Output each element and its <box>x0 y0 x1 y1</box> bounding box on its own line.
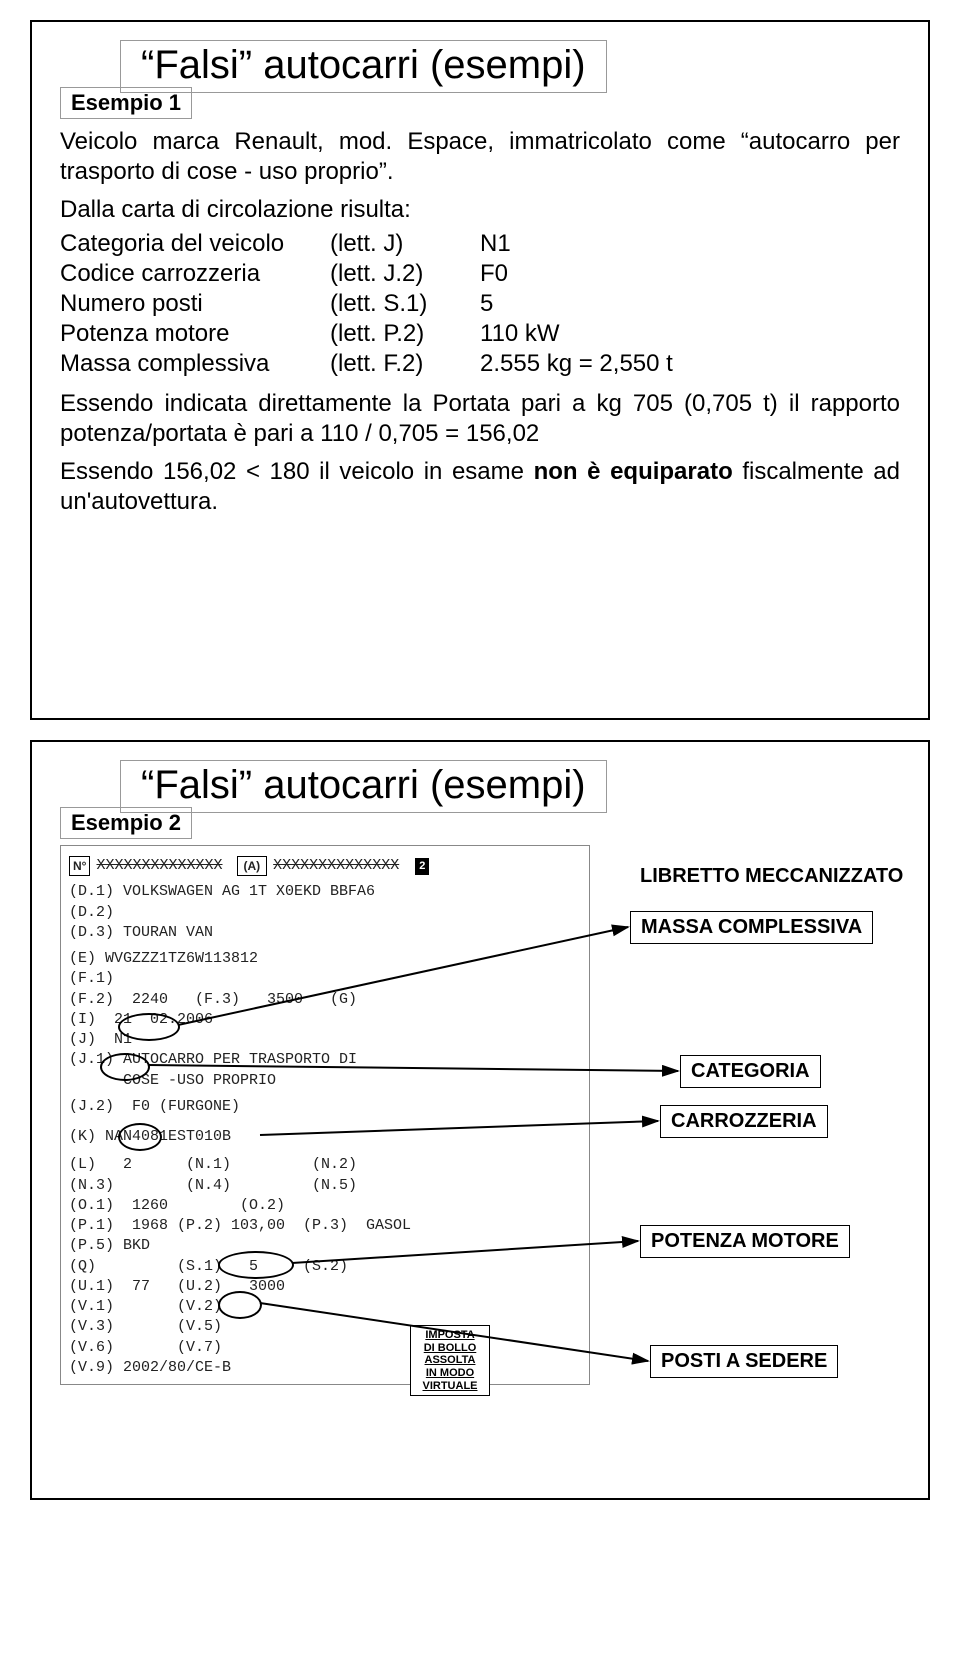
spec-label: Codice carrozzeria <box>60 259 330 289</box>
slide1-intro: Veicolo marca Renault, mod. Espace, imma… <box>60 127 900 187</box>
spec-ref: (lett. J.2) <box>330 259 480 289</box>
slide1-title: “Falsi” autocarri (esempi) <box>120 40 607 93</box>
slide2-title: “Falsi” autocarri (esempi) <box>120 760 607 813</box>
slide1-p4-pre: Essendo 156,02 < 180 il veicolo in esame <box>60 458 534 485</box>
label-categoria: CATEGORIA <box>680 1055 821 1088</box>
spec-value: F0 <box>480 259 900 289</box>
libretto-field-a: (A) <box>237 856 268 876</box>
stamp-l1: IMPOSTA <box>415 1329 485 1342</box>
lib-d1: (D.1) VOLKSWAGEN AG 1T X0EKD BBFA6 <box>69 882 581 902</box>
label-libretto: LIBRETTO MECCANIZZATO <box>630 861 913 892</box>
spec-value: 110 kW <box>480 319 900 349</box>
lib-j2: (J.2) F0 (FURGONE) <box>69 1097 581 1117</box>
slide1-header2: Dalla carta di circolazione risulta: <box>60 195 900 225</box>
circle-massa <box>118 1013 180 1041</box>
lib-f2: (F.2) 2240 (F.3) 3500 (G) <box>69 990 581 1010</box>
lib-v3: (V.3) (V.5) <box>69 1317 581 1337</box>
lib-v6: (V.6) (V.7) <box>69 1338 581 1358</box>
libretto-xx2: XXXXXXXXXXXXXX <box>273 856 399 876</box>
spec-label: Potenza motore <box>60 319 330 349</box>
circle-carrozzeria <box>118 1123 162 1151</box>
spec-ref: (lett. F.2) <box>330 349 480 379</box>
stamp-l4: IN MODO <box>415 1367 485 1380</box>
table-row: Codice carrozzeria (lett. J.2) F0 <box>60 259 900 289</box>
spec-value: 5 <box>480 289 900 319</box>
spec-value: N1 <box>480 229 900 259</box>
spec-ref: (lett. P.2) <box>330 319 480 349</box>
slide-2: “Falsi” autocarri (esempi) Esempio 2 N° … <box>30 740 930 1500</box>
stamp-imposta: IMPOSTA DI BOLLO ASSOLTA IN MODO VIRTUAL… <box>410 1325 490 1396</box>
spec-ref: (lett. S.1) <box>330 289 480 319</box>
slide-1: “Falsi” autocarri (esempi) Esempio 1 Vei… <box>30 20 930 720</box>
label-carrozzeria: CARROZZERIA <box>660 1105 828 1138</box>
stamp-l3: ASSOLTA <box>415 1354 485 1367</box>
lib-q: (Q) (S.1) 5 (S.2) <box>69 1257 581 1277</box>
spec-ref: (lett. J) <box>330 229 480 259</box>
table-row: Categoria del veicolo (lett. J) N1 <box>60 229 900 259</box>
lib-o1: (O.1) 1260 (O.2) <box>69 1196 581 1216</box>
libretto-field-n: N° <box>69 856 90 876</box>
lib-d3: (D.3) TOURAN VAN <box>69 923 581 943</box>
lib-f1: (F.1) <box>69 969 581 989</box>
circle-potenza <box>218 1251 294 1279</box>
table-row: Potenza motore (lett. P.2) 110 kW <box>60 319 900 349</box>
lib-l: (L) 2 (N.1) (N.2) <box>69 1155 581 1175</box>
label-potenza: POTENZA MOTORE <box>640 1225 850 1258</box>
spec-label: Numero posti <box>60 289 330 319</box>
table-row: Massa complessiva (lett. F.2) 2.555 kg =… <box>60 349 900 379</box>
lib-e: (E) WVGZZZ1TZ6W113812 <box>69 949 581 969</box>
lib-u1: (U.1) 77 (U.2) 3000 <box>69 1277 581 1297</box>
spec-label: Massa complessiva <box>60 349 330 379</box>
slide1-p4: Essendo 156,02 < 180 il veicolo in esame… <box>60 457 900 517</box>
libretto-wrap: N° XXXXXXXXXXXXXX (A) XXXXXXXXXXXXXX 2 (… <box>60 845 900 1465</box>
libretto-black-square: 2 <box>415 858 429 875</box>
libretto-panel: N° XXXXXXXXXXXXXX (A) XXXXXXXXXXXXXX 2 (… <box>60 845 590 1385</box>
stamp-l2: DI BOLLO <box>415 1342 485 1355</box>
slide1-esempio-label: Esempio 1 <box>60 87 192 119</box>
lib-p5: (P.5) BKD <box>69 1236 581 1256</box>
lib-v1: (V.1) (V.2) <box>69 1297 581 1317</box>
lib-d2: (D.2) <box>69 903 581 923</box>
stamp-l5: VIRTUALE <box>415 1380 485 1393</box>
label-posti: POSTI A SEDERE <box>650 1345 838 1378</box>
lib-n3: (N.3) (N.4) (N.5) <box>69 1176 581 1196</box>
slide1-p4-bold: non è equiparato <box>534 458 733 485</box>
slide2-esempio-label: Esempio 2 <box>60 807 192 839</box>
label-massa: MASSA COMPLESSIVA <box>630 911 873 944</box>
libretto-xx1: XXXXXXXXXXXXXX <box>96 856 222 876</box>
circle-posti <box>218 1291 262 1319</box>
spec-label: Categoria del veicolo <box>60 229 330 259</box>
slide1-spec-table: Categoria del veicolo (lett. J) N1 Codic… <box>60 229 900 379</box>
circle-categoria <box>100 1053 150 1081</box>
spec-value: 2.555 kg = 2,550 t <box>480 349 900 379</box>
slide1-p3: Essendo indicata direttamente la Portata… <box>60 389 900 449</box>
table-row: Numero posti (lett. S.1) 5 <box>60 289 900 319</box>
lib-p1: (P.1) 1968 (P.2) 103,00 (P.3) GASOL <box>69 1216 581 1236</box>
lib-v9: (V.9) 2002/80/CE-B <box>69 1358 581 1378</box>
